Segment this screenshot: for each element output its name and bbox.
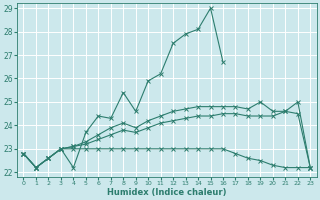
X-axis label: Humidex (Indice chaleur): Humidex (Indice chaleur) xyxy=(107,188,227,197)
